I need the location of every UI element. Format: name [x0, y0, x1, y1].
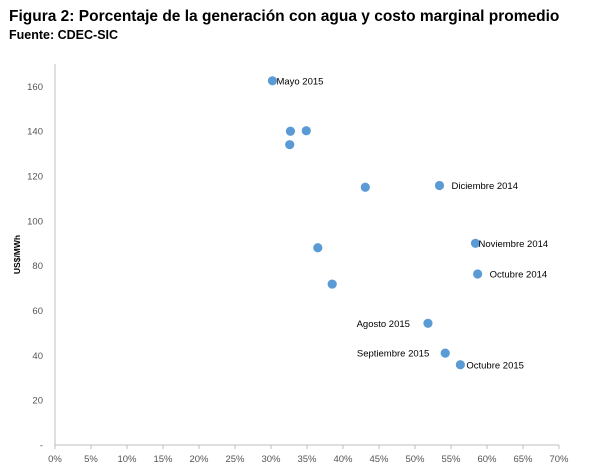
x-tick-label: 30% [261, 454, 281, 465]
data-point [470, 238, 481, 248]
y-tick-label: - [40, 441, 43, 452]
data-point [313, 243, 323, 253]
point-label: Noviembre 2014 [478, 239, 548, 250]
x-tick-label: 70% [549, 454, 569, 465]
point-label: Octubre 2015 [466, 360, 524, 371]
data-points [267, 76, 483, 370]
data-point [301, 126, 311, 136]
x-tick-label: 15% [153, 454, 173, 465]
figure-source: Fuente: CDEC-SIC [9, 28, 119, 42]
x-tick-label: 35% [297, 454, 317, 465]
x-tick-label: 55% [441, 454, 461, 465]
data-point [434, 180, 445, 191]
chart-axes: 0% 5% 10% 15% 20% 25% 30% 35% 40% 45% 50% 55% 60% 65%… [12, 64, 569, 465]
x-tick-label: 25% [225, 454, 245, 465]
figure-header: Figura 2: Porcentaje de la generación co… [9, 7, 559, 43]
data-point [455, 360, 465, 370]
y-tick-label: 60 [32, 306, 43, 317]
y-tick-label: 80 [32, 261, 43, 272]
data-point [285, 126, 296, 136]
x-tick-label: 10% [117, 454, 137, 465]
y-tick-label: 160 [27, 82, 43, 93]
data-point [360, 182, 370, 192]
point-label: Octubre 2014 [490, 269, 548, 280]
y-tick-label: 40 [32, 351, 43, 362]
x-tick-label: 40% [333, 454, 353, 465]
y-axis-label: US$/MWh [12, 235, 22, 274]
y-tick-label: 120 [27, 172, 43, 183]
x-tick-label: 65% [513, 454, 533, 465]
data-point [473, 269, 483, 279]
x-tick-label: 60% [477, 454, 497, 465]
point-label: Agosto 2015 [357, 319, 410, 330]
data-point [423, 318, 433, 328]
x-tick-label: 5% [84, 454, 98, 465]
point-label: Diciembre 2014 [451, 181, 518, 192]
data-point [440, 348, 450, 358]
x-tick-label: 20% [189, 454, 209, 465]
data-point [267, 76, 278, 86]
point-label: Mayo 2015 [276, 76, 323, 87]
y-tick-label: 100 [27, 216, 43, 227]
y-tick-label: 20 [32, 396, 43, 407]
x-tick-label: 45% [369, 454, 389, 465]
point-labels: Mayo 2015 Diciembre 2014 Noviembre 2014 Oct… [276, 76, 548, 371]
y-tick-label: 140 [27, 127, 43, 138]
point-label: Septiembre 2015 [357, 349, 429, 360]
x-tick-label: 0% [48, 454, 62, 465]
x-tick-label: 50% [405, 454, 425, 465]
data-point [285, 140, 295, 150]
data-point [327, 279, 337, 289]
figure-title: Figura 2: Porcentaje de la generación co… [9, 8, 560, 25]
